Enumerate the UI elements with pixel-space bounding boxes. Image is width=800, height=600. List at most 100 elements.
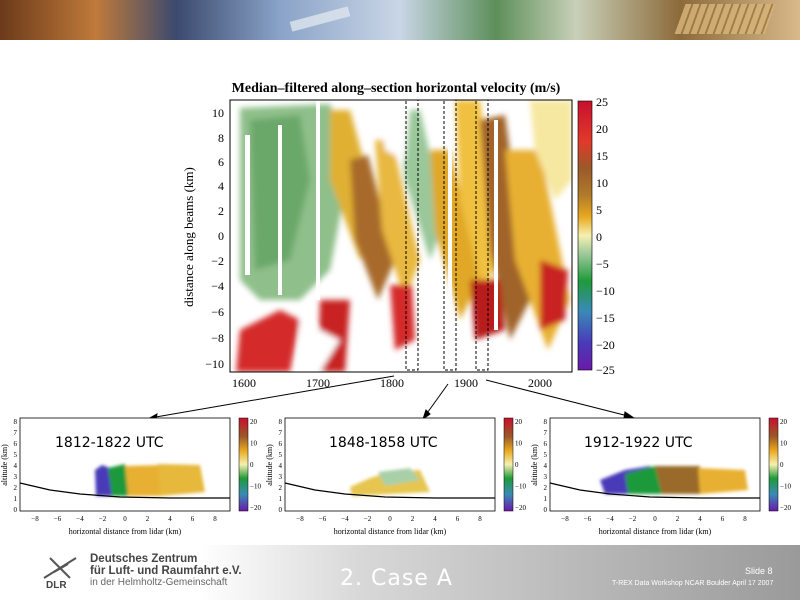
main-cbar-tick: 5	[596, 203, 602, 217]
small-chart-1-y-tick: 6	[14, 440, 18, 448]
small-chart-2-y-tick: 8	[279, 418, 283, 426]
small-chart-3-ylabel: altitude (km)	[530, 444, 539, 486]
small-chart-1-cbar-tick: −20	[250, 504, 261, 512]
small-chart-2-label: 1848-1858 UTC	[329, 435, 438, 451]
small-chart-2-y-tick: 0	[279, 506, 283, 514]
small-chart-2-x-tick: −2	[364, 515, 372, 523]
small-chart-1-xlabel: horizontal distance from lidar (km)	[69, 527, 182, 536]
small-chart-2-y-tick: 1	[279, 495, 283, 503]
main-y-tick: −2	[211, 254, 224, 268]
small-chart-2-cbar-tick: 0	[515, 461, 519, 469]
small-chart-3-cbar-tick: −10	[780, 483, 791, 491]
main-cbar-tick: −10	[596, 284, 615, 298]
small-chart-1	[19, 417, 231, 512]
organization-name: Deutsches Zentrum für Luft- und Raumfahr…	[90, 553, 242, 589]
small-chart-1-x-tick: −4	[76, 515, 84, 523]
conference-label: T-REX Data Workshop NCAR Boulder April 1…	[612, 580, 774, 587]
small-chart-3-y-tick: 6	[544, 440, 548, 448]
main-chart-x-ticks: 1600 1700 1800 1900 2000	[232, 376, 552, 390]
slide-number: Slide 8	[745, 566, 773, 576]
small-chart-3-x-tick: 2	[676, 515, 680, 523]
small-chart-2-y-tick: 6	[279, 440, 283, 448]
header-banner	[0, 0, 800, 40]
main-y-tick: 2	[218, 204, 224, 218]
main-cbar-tick: −15	[596, 311, 615, 325]
small-chart-1-x-tick: 2	[146, 515, 150, 523]
small-chart-2-cbar-tick: −20	[515, 504, 526, 512]
small-chart-3-y-tick: 2	[544, 484, 548, 492]
small-chart-3-y-tick: 1	[544, 495, 548, 503]
small-chart-1-label: 1812-1822 UTC	[55, 435, 164, 451]
small-chart-1-y-tick: 1	[14, 495, 18, 503]
small-chart-1-x-tick: 6	[191, 515, 195, 523]
small-chart-1-y-tick: 8	[14, 418, 18, 426]
main-y-tick: −8	[211, 331, 224, 345]
main-y-tick: 6	[218, 155, 224, 169]
small-chart-3-cbar-tick: 20	[780, 418, 788, 426]
main-cbar-tick: 0	[596, 230, 602, 244]
main-chart-y-ticks: 10 8 6 4 2 0 −2 −4 −6 −8 −10	[205, 106, 224, 371]
small-chart-3-y-tick: 5	[544, 451, 548, 459]
small-chart-2-x-tick: 2	[411, 515, 415, 523]
main-x-tick: 1600	[232, 376, 256, 390]
small-chart-1-x-tick: −8	[31, 515, 39, 523]
small-chart-3-xlabel: horizontal distance from lidar (km)	[599, 527, 712, 536]
small-chart-2-y-tick: 3	[279, 473, 283, 481]
small-chart-3-cbar-tick: 0	[780, 461, 784, 469]
main-cbar-tick: −25	[596, 363, 615, 377]
small-chart-1-x-tick: −2	[99, 515, 107, 523]
small-chart-2-cbar-tick: −10	[515, 483, 526, 491]
small-chart-2-cbar-tick: 10	[515, 440, 523, 448]
org-line-2: für Luft- und Raumfahrt e.V.	[90, 565, 242, 577]
main-x-tick: 1800	[380, 376, 404, 390]
small-chart-1-cbar-tick: 20	[250, 418, 258, 426]
main-y-tick: −6	[211, 305, 224, 319]
org-line-1: Deutsches Zentrum	[90, 553, 198, 565]
small-chart-2-x-tick: −8	[296, 515, 304, 523]
small-chart-3-x-tick: −4	[606, 515, 614, 523]
main-chart-ylabel: distance along beams (km)	[181, 167, 196, 307]
main-y-tick: 0	[218, 229, 224, 243]
small-chart-3-cbar-tick: −20	[780, 504, 791, 512]
small-chart-2-x-tick: 8	[478, 515, 482, 523]
main-y-tick: −4	[211, 279, 224, 293]
small-chart-2-x-tick: 6	[456, 515, 460, 523]
small-chart-1-y-tick: 7	[14, 429, 18, 437]
small-chart-1-y-tick: 3	[14, 473, 18, 481]
small-chart-1-x-tick: −6	[54, 515, 62, 523]
main-cbar-tick: 10	[596, 176, 608, 190]
small-chart-2-ylabel: altitude (km)	[265, 444, 274, 486]
main-cbar-tick: 20	[596, 122, 608, 136]
main-y-tick: 10	[212, 106, 224, 120]
footer-bar	[0, 545, 800, 600]
main-y-tick: 8	[218, 131, 224, 145]
small-chart-3-x-tick: 4	[698, 515, 702, 523]
main-cbar-tick: −20	[596, 338, 615, 352]
main-chart-title: Median–filtered along–section horizontal…	[232, 81, 561, 96]
small-chart-2-colorbar	[503, 417, 514, 512]
small-chart-3-y-tick: 8	[544, 418, 548, 426]
small-chart-3-x-tick: 8	[743, 515, 747, 523]
main-cbar-tick: 25	[596, 95, 608, 109]
small-chart-1-colorbar	[238, 417, 249, 512]
connector-arrows	[146, 375, 636, 421]
small-chart-2-x-tick: 4	[433, 515, 437, 523]
main-x-tick: 1900	[454, 376, 478, 390]
main-y-tick: −10	[205, 357, 224, 371]
small-chart-1-y-tick: 2	[14, 484, 18, 492]
main-colorbar	[577, 100, 593, 371]
small-chart-3-label: 1912-1922 UTC	[584, 435, 693, 451]
small-chart-2-x-tick: −4	[341, 515, 349, 523]
dlr-logo	[43, 557, 77, 579]
small-chart-1-y-tick: 0	[14, 506, 18, 514]
org-line-3: in der Helmholtz-Gemeinschaft	[90, 577, 228, 588]
slide-title: 2. Case A	[340, 566, 453, 591]
main-colorbar-ticks: 25 20 15 10 5 0 −5 −10 −15 −20 −25	[596, 95, 615, 377]
small-chart-2-y-tick: 2	[279, 484, 283, 492]
main-x-tick: 2000	[528, 376, 552, 390]
small-chart-3-y-tick: 3	[544, 473, 548, 481]
small-chart-1-cbar-tick: 0	[250, 461, 254, 469]
small-chart-2-xlabel: horizontal distance from lidar (km)	[334, 527, 447, 536]
